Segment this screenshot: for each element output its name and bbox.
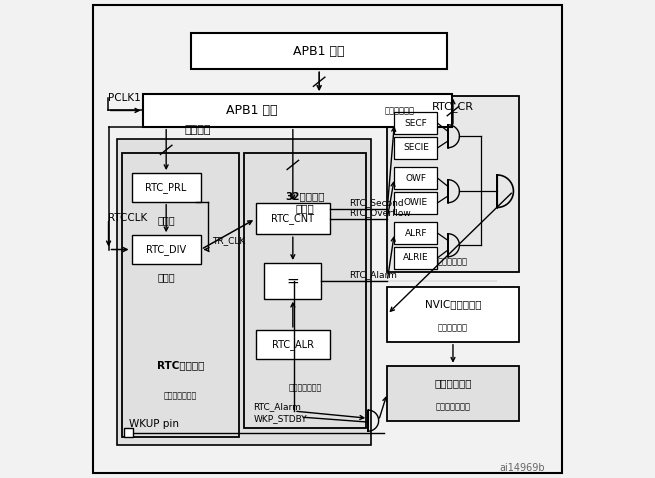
Text: 待机时继持供电: 待机时继持供电 (164, 391, 197, 401)
Text: OWIE: OWIE (404, 198, 428, 207)
Text: APB1 接口: APB1 接口 (225, 104, 277, 117)
Text: 待机时不供电: 待机时不供电 (438, 324, 468, 333)
Bar (143, 94, 452, 127)
Text: 上升沿: 上升沿 (157, 272, 175, 282)
Bar (132, 173, 201, 202)
Text: ai14969b: ai14969b (499, 464, 545, 473)
Text: RTC_Second: RTC_Second (349, 198, 403, 207)
Text: RTC_DIV: RTC_DIV (146, 244, 186, 255)
Bar (394, 137, 438, 159)
Text: =: = (286, 273, 299, 288)
Text: 32位可编程
计数器: 32位可编程 计数器 (285, 192, 324, 213)
Bar (122, 153, 239, 437)
Text: 重装载: 重装载 (157, 215, 175, 225)
Bar (394, 167, 438, 189)
Text: SECF: SECF (405, 119, 427, 128)
Text: RTC预分频器: RTC预分频器 (157, 360, 204, 370)
Text: RTC_Alarm: RTC_Alarm (253, 402, 301, 411)
Text: RTC_Alarm: RTC_Alarm (349, 271, 397, 280)
Text: 待机时不供电: 待机时不供电 (438, 258, 468, 266)
Text: OWF: OWF (405, 174, 426, 183)
Text: WKP_STDBY: WKP_STDBY (253, 414, 307, 423)
Bar (124, 428, 133, 437)
Text: 待机时继持供电: 待机时继持供电 (288, 383, 322, 392)
Text: WKUP pin: WKUP pin (129, 419, 179, 429)
Text: RTC_CR: RTC_CR (432, 101, 474, 111)
Bar (244, 153, 365, 428)
Text: 退出待机模式: 退出待机模式 (434, 378, 472, 388)
Text: RTCCLK: RTCCLK (107, 214, 147, 223)
Bar (394, 247, 438, 269)
Text: 待机时继持供电: 待机时继持供电 (436, 402, 470, 412)
Bar (256, 330, 330, 358)
Bar (387, 287, 519, 342)
Bar (394, 222, 438, 244)
Bar (387, 96, 519, 272)
Text: ALRF: ALRF (405, 228, 427, 238)
Text: 后备区域: 后备区域 (185, 125, 212, 135)
Bar (132, 235, 201, 264)
Text: PCLK1: PCLK1 (107, 94, 140, 103)
Text: RTC_PRL: RTC_PRL (145, 182, 187, 193)
Text: RTC_CNT: RTC_CNT (271, 213, 314, 224)
Text: RTC_Overflow: RTC_Overflow (349, 208, 411, 217)
Bar (117, 139, 371, 445)
Text: SECIE: SECIE (403, 143, 429, 152)
Text: RTC_ALR: RTC_ALR (272, 339, 314, 349)
Text: ALRIE: ALRIE (403, 253, 429, 262)
Bar (265, 263, 321, 299)
Text: 待机时不供电: 待机时不供电 (384, 106, 415, 115)
Text: TR_CLK: TR_CLK (212, 237, 245, 245)
Bar (256, 203, 330, 234)
Bar (394, 112, 438, 134)
Bar (387, 366, 519, 421)
Text: NVIC中断控制器: NVIC中断控制器 (424, 299, 481, 309)
Bar (394, 192, 438, 214)
Bar (191, 33, 447, 69)
Text: APB1 总线: APB1 总线 (293, 45, 345, 58)
